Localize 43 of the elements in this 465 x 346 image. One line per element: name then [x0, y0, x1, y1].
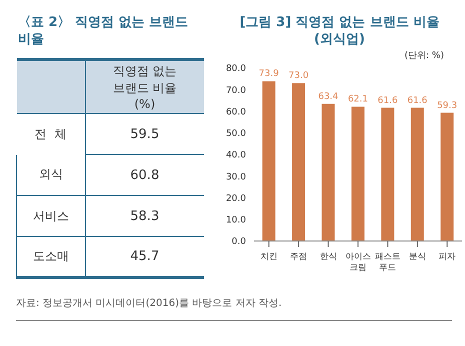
y-tick-label: 0.0 — [232, 237, 246, 248]
y-tick-label: 20.0 — [226, 194, 246, 204]
data-label: 59.3 — [437, 100, 458, 111]
data-label: 59.5 — [85, 114, 204, 154]
text: 직영점 없는 브랜드 비율(%) — [85, 60, 204, 114]
bar — [322, 104, 335, 241]
text: 〈표 2〉 직영점 없는 브랜드 비율 — [17, 14, 190, 48]
data-label: 62.1 — [348, 94, 368, 105]
category-label: 외식 — [16, 154, 85, 196]
x-tick-label: 치킨 — [260, 252, 278, 262]
data-label: 45.7 — [129, 248, 160, 266]
text: 자료: 정보공개서 미시데이터(2016)를 바탕으로 저자 작성. — [16, 297, 282, 310]
data-label: 73.0 — [288, 71, 309, 82]
bar — [292, 83, 306, 241]
category-label: 도소매 — [16, 236, 85, 278]
x-tick-label: 한식 — [320, 252, 337, 262]
x-tick-label: 분식 — [408, 252, 426, 262]
bar — [410, 108, 424, 241]
category-label: 서비스 — [16, 196, 85, 236]
bar — [440, 112, 454, 241]
y-tick-label: 70.0 — [226, 86, 246, 96]
data-label: 58.3 — [85, 196, 204, 236]
x-tick-label: 주점 — [290, 252, 308, 262]
chart-title: [그림 3] 직영점 없는 브랜드 비율 (외식업) — [238, 14, 440, 48]
bar — [381, 108, 394, 241]
category-label: 전 체 — [16, 114, 85, 154]
x-tick-label: 피자 — [438, 252, 456, 262]
data-label: 61.6 — [378, 96, 398, 106]
data-label: 61.6 — [407, 96, 428, 106]
bar — [351, 106, 364, 241]
data-label: 63.4 — [318, 92, 339, 102]
chart-subtitle: (단위: %) — [404, 50, 444, 62]
y-tick-label: 80.0 — [226, 64, 246, 74]
data-label: 73.9 — [258, 69, 280, 80]
y-tick-label: 50.0 — [226, 129, 246, 140]
y-tick-label: 60.0 — [226, 107, 246, 118]
y-tick-label: 10.0 — [226, 216, 246, 226]
x-tick-label: 아이스 크림 — [345, 252, 372, 273]
x-tick-label: 패스트 푸드 — [374, 252, 401, 273]
bar — [262, 81, 276, 241]
data-label: 60.8 — [85, 154, 204, 196]
y-tick-label: 30.0 — [226, 172, 246, 182]
y-tick-label: 40.0 — [226, 150, 246, 161]
